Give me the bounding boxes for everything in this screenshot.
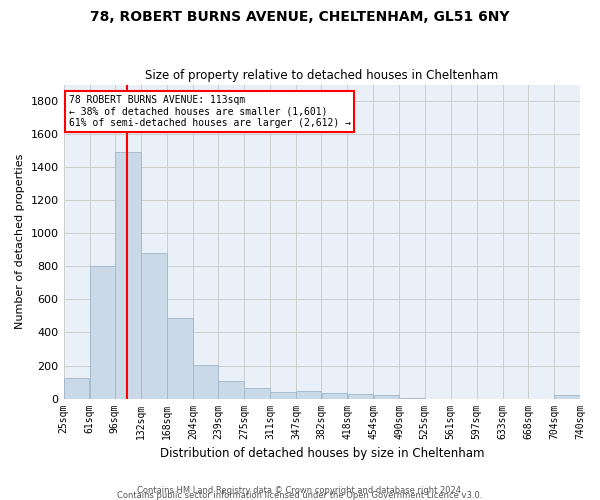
Bar [167, 318, 193, 398]
Bar [554, 396, 580, 398]
Title: Size of property relative to detached houses in Cheltenham: Size of property relative to detached ho… [145, 69, 499, 82]
Bar [296, 391, 321, 398]
Bar [193, 364, 218, 398]
Text: Contains HM Land Registry data © Crown copyright and database right 2024.: Contains HM Land Registry data © Crown c… [137, 486, 463, 495]
Bar [374, 396, 399, 398]
Bar [115, 152, 140, 398]
X-axis label: Distribution of detached houses by size in Cheltenham: Distribution of detached houses by size … [160, 447, 484, 460]
Bar [244, 388, 270, 398]
Bar [64, 378, 89, 398]
Bar [89, 266, 115, 398]
Text: Contains public sector information licensed under the Open Government Licence v3: Contains public sector information licen… [118, 490, 482, 500]
Bar [218, 381, 244, 398]
Bar [347, 394, 373, 398]
Y-axis label: Number of detached properties: Number of detached properties [15, 154, 25, 329]
Text: 78 ROBERT BURNS AVENUE: 113sqm
← 38% of detached houses are smaller (1,601)
61% : 78 ROBERT BURNS AVENUE: 113sqm ← 38% of … [68, 96, 350, 128]
Bar [141, 253, 167, 398]
Bar [270, 392, 296, 398]
Bar [322, 393, 347, 398]
Text: 78, ROBERT BURNS AVENUE, CHELTENHAM, GL51 6NY: 78, ROBERT BURNS AVENUE, CHELTENHAM, GL5… [90, 10, 510, 24]
